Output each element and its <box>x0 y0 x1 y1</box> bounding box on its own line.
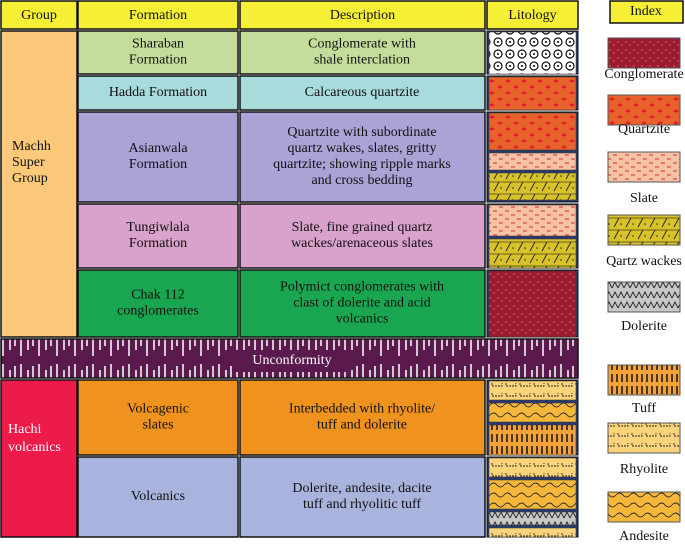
header-cell <box>0 0 78 30</box>
header-cell <box>486 0 579 30</box>
cell-text: wackes/arenaceous slates <box>291 236 433 251</box>
cell-text: Formation <box>129 53 187 68</box>
cell-text: quartzite; showing ripple marks <box>273 157 451 172</box>
index-label: Dolerite <box>621 319 667 334</box>
group-cell <box>0 379 78 538</box>
formation-cell <box>77 456 239 538</box>
header-text: Formation <box>129 8 187 23</box>
index-swatch <box>607 214 681 246</box>
cell-text: Interbedded with rhyolite/ <box>289 402 435 417</box>
formation-cell <box>77 379 239 456</box>
cell-text: Sharaban <box>132 37 184 52</box>
description-cell <box>239 30 486 75</box>
cell-text: slates <box>142 418 173 433</box>
litology-layer <box>488 380 577 401</box>
cell-text: Tungiwlala <box>126 220 190 235</box>
litology-layer <box>488 204 577 237</box>
header-text: Group <box>21 8 57 23</box>
index-title: Index <box>630 4 662 19</box>
index-swatch <box>607 491 681 523</box>
litology-layer <box>488 511 577 526</box>
litology-layer <box>488 172 577 201</box>
cell-text: Slate, fine grained quartz <box>292 220 433 235</box>
description-cell <box>239 269 486 338</box>
index-swatch <box>607 281 681 313</box>
unconformity-label: Unconformity <box>252 353 331 368</box>
cell-text: Volcagenic <box>127 402 189 417</box>
cell-text: tuff and dolerite <box>317 418 407 433</box>
litology-layer <box>488 270 577 338</box>
cell-text: Quartzite with subordinate <box>287 125 436 140</box>
litology-layer <box>488 112 577 151</box>
cell-text: Formation <box>129 157 187 172</box>
litology-layer <box>488 152 577 171</box>
header-text: Description <box>330 8 395 23</box>
cell-text: Calcareous quartzite <box>305 85 420 100</box>
group-cell <box>0 30 78 338</box>
index-swatch <box>607 37 681 69</box>
description-cell <box>239 75 486 111</box>
litology-layer <box>488 479 577 510</box>
litology-layer <box>488 527 577 538</box>
cell-text: Formation <box>129 236 187 251</box>
litology-layer <box>488 31 577 75</box>
index-label: Quartzite <box>618 122 670 137</box>
description-cell <box>239 456 486 538</box>
header-cell <box>239 0 486 30</box>
description-cell <box>239 203 486 269</box>
description-cell <box>239 111 486 203</box>
formation-cell <box>77 111 239 203</box>
cell-text: Hadda Formation <box>109 85 207 100</box>
index-swatch <box>607 94 681 126</box>
cell-text: Group <box>12 171 48 186</box>
cell-text: tuff and rhyolitic tuff <box>303 497 421 512</box>
litology-layer <box>488 238 577 269</box>
cell-text: volcanics <box>336 312 389 327</box>
cell-text: Polymict conglomerates with <box>280 280 444 295</box>
index-label: Qartz wackes <box>606 254 682 269</box>
cell-text: Conglomerate with <box>308 37 416 52</box>
cell-text: quartz wakes, slates, gritty <box>288 141 437 156</box>
cell-text: and cross bedding <box>311 173 412 188</box>
cell-text: Chak 112 <box>131 288 185 303</box>
cell-text: Hachi <box>8 422 42 437</box>
formation-cell <box>77 269 239 338</box>
index-header <box>609 0 684 24</box>
index-label: Andesite <box>619 529 669 544</box>
cell-text: Volcanics <box>131 489 185 504</box>
cell-text: Machh <box>12 139 51 154</box>
unconformity-label-bg <box>235 350 350 372</box>
litology-layer <box>488 424 577 456</box>
index-label: Rhyolite <box>620 462 668 477</box>
header-cell <box>77 0 239 30</box>
litology-layer <box>488 457 577 478</box>
cell-text: Super <box>12 155 45 170</box>
cell-text: conglomerates <box>117 304 199 319</box>
formation-cell <box>77 30 239 75</box>
index-swatch <box>607 364 681 396</box>
cell-text: clast of dolerite and acid <box>293 296 431 311</box>
index-label: Tuff <box>632 401 656 416</box>
index-label: Slate <box>630 191 658 206</box>
formation-cell <box>77 75 239 111</box>
litology-layer <box>488 76 577 111</box>
cell-text: Dolerite, andesite, dacite <box>292 481 431 496</box>
index-label: Conglomerate <box>604 67 683 82</box>
formation-cell <box>77 203 239 269</box>
index-swatch <box>607 422 681 454</box>
cell-text: volcanics <box>8 440 61 455</box>
cell-text: Asianwala <box>128 141 188 156</box>
header-text: Litology <box>508 8 556 23</box>
litology-layer <box>488 402 577 423</box>
cell-text: shale interclation <box>314 53 410 68</box>
description-cell <box>239 379 486 456</box>
index-swatch <box>607 151 681 183</box>
